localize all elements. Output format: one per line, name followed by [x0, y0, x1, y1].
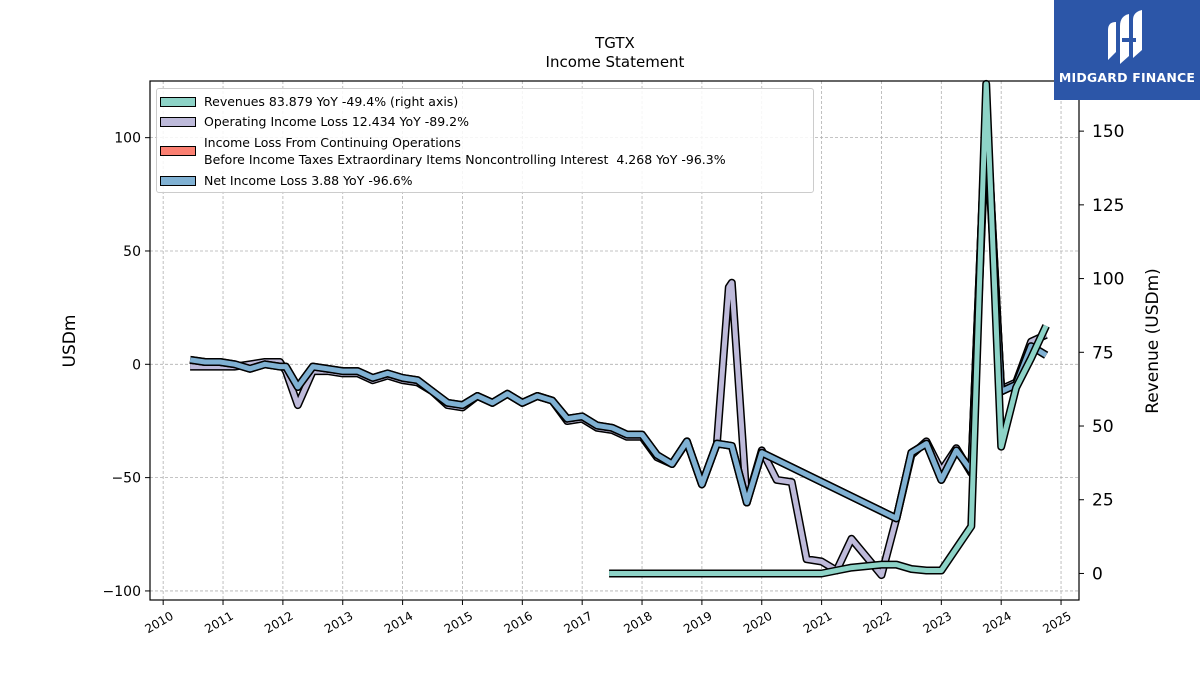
x-tick-label: 2013: [322, 609, 355, 636]
x-tick-label: 2022: [861, 609, 894, 636]
y-tick-label: −100: [103, 584, 141, 600]
x-tick-label: 2011: [202, 609, 235, 636]
x-tick-label: 2018: [621, 609, 654, 636]
x-tick-label: 2021: [801, 609, 834, 636]
x-tick-label: 2010: [142, 609, 175, 636]
y-right-tick-label: 100: [1092, 270, 1124, 290]
legend-swatch-pretax-income: [160, 146, 196, 156]
y-axis-label: USDm: [60, 315, 80, 368]
y-right-tick-label: 125: [1092, 196, 1124, 216]
legend-swatch-net-income: [160, 176, 196, 186]
legend-swatch-operating-income: [160, 117, 196, 127]
midgard-finance-logo: MIDGARD FINANCE: [1054, 0, 1200, 100]
x-tick-label: 2019: [681, 609, 714, 636]
series-line-revenues-83-879: [609, 81, 1049, 576]
x-tick-label: 2020: [741, 609, 774, 636]
chart-subtitle: Income Statement: [546, 53, 685, 71]
x-tick-label: 2012: [262, 609, 295, 636]
y-right-tick-label: 50: [1092, 417, 1114, 437]
legend-label-pretax-income: Income Loss From Continuing Operations B…: [204, 135, 726, 167]
legend-label-revenues: Revenues 83.879 YoY -49.4% (right axis): [204, 94, 459, 109]
chart-title: TGTX: [594, 34, 635, 52]
chart-legend: Revenues 83.879 YoY -49.4% (right axis) …: [156, 88, 814, 193]
series-lines: [189, 79, 1050, 580]
x-tick-label: 2014: [382, 609, 415, 636]
legend-label-net-income: Net Income Loss 3.88 YoY -96.6%: [204, 173, 413, 188]
y-tick-label: 50: [123, 244, 141, 260]
y-axis-right-label: Revenue (USDm): [1143, 268, 1163, 414]
y-right-tick-label: 75: [1092, 343, 1114, 363]
x-tick-label: 2025: [1040, 609, 1073, 636]
x-tick-label: 2015: [442, 609, 475, 636]
y-tick-label: 0: [132, 357, 141, 373]
legend-label-operating-income: Operating Income Loss 12.434 YoY -89.2%: [204, 114, 469, 129]
x-tick-label: 2017: [561, 609, 594, 636]
y-right-tick-label: 150: [1092, 122, 1124, 142]
series-line-net-income-loss: [189, 108, 1048, 521]
legend-swatch-revenues: [160, 97, 196, 107]
y-right-tick-label: 25: [1092, 491, 1114, 511]
y-tick-label: 100: [114, 131, 141, 147]
logo-text: MIDGARD FINANCE: [1058, 70, 1196, 85]
y-tick-label: −50: [111, 471, 141, 487]
y-right-tick-label: 0: [1092, 564, 1103, 584]
plot-frame: [149, 80, 1080, 601]
x-tick-label: 2023: [921, 609, 954, 636]
x-tick-label: 2024: [980, 609, 1013, 636]
x-tick-label: 2016: [502, 609, 535, 636]
midgard-logo-icon: [1108, 10, 1142, 64]
